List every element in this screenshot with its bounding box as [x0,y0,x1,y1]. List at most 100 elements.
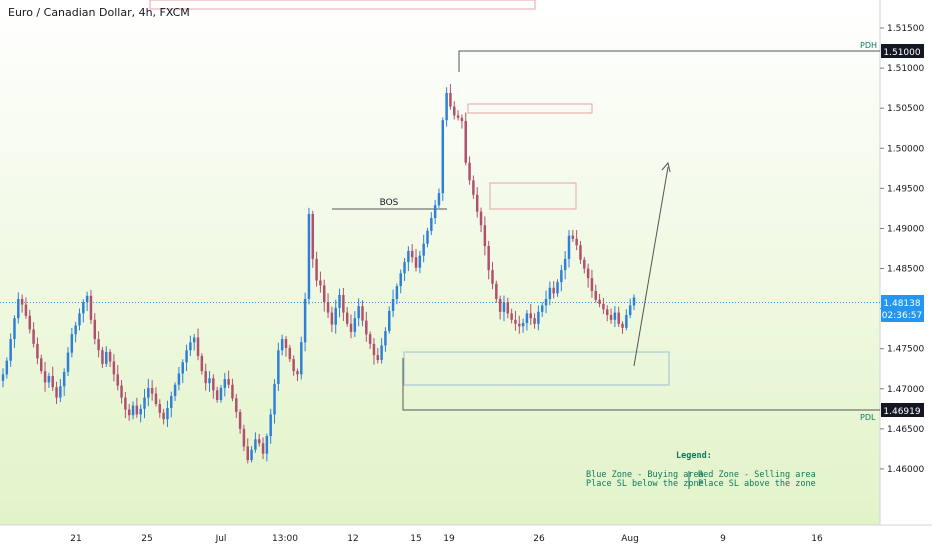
candle-body-up [139,408,142,415]
candle-body-up [441,120,445,194]
time-tick-label: 12 [347,534,358,544]
candle-body-down [315,258,318,281]
candle-body-down [322,285,326,303]
candle-body-down [215,390,219,400]
legend-red-line1: Red Zone - Selling area [698,470,816,480]
price-tick-label: 1.47500 [887,345,924,355]
candle-body-down [621,323,624,328]
candle-body-up [303,298,307,343]
candle-body-up [17,298,20,319]
time-tick-label: 19 [443,534,455,544]
candle-body-down [319,280,322,286]
sell-zone-upper [467,103,593,114]
candle-body-down [204,371,207,384]
candle-body-up [391,298,395,312]
candle-body-up [62,371,66,387]
top-red-zone [149,0,536,10]
candle-body-down [97,339,100,351]
candle-body-down [365,320,368,335]
candle-body-down [284,339,288,348]
candle-body-down [410,250,414,258]
candle-body-down [342,294,345,313]
candle-body-up [5,360,9,375]
candle-body-down [238,412,242,429]
candle-body-up [563,258,567,271]
candle-body-up [1,374,5,381]
price-tick-label: 1.46000 [887,465,924,475]
candle-body-up [131,405,135,416]
candle-body-down [472,180,475,195]
price-tick-label: 1.51500 [887,24,924,34]
candle-body-down [212,378,215,391]
candle-body-down [150,387,154,394]
price-tick-label: 1.49500 [887,184,924,194]
price-axis-panel [880,0,932,525]
candle-body-down [361,306,364,321]
candle-body-up [384,331,387,346]
candle-body-down [257,439,261,444]
candle-body-down [292,359,295,372]
candle-body-down [116,374,119,386]
candle-body-down [288,347,292,360]
candle-body-down [124,397,127,410]
candle-body-up [181,362,184,374]
candle-body-up [250,449,253,461]
candle-body-down [227,379,230,385]
candle-body-down [120,385,123,398]
candle-body-down [28,315,32,330]
time-tick-label: 21 [70,534,81,544]
candle-body-up [47,375,51,383]
symbol-title: Euro / Canadian Dollar, 4h, FXCM [8,6,190,19]
candle-body-up [338,294,341,308]
candle-body-down [456,115,460,118]
price-tick-label: 1.47000 [887,385,924,395]
candle-body-up [147,387,150,398]
candle-body-up [380,345,383,360]
pdh-price-value: 1.51000 [883,48,920,58]
time-axis[interactable]: 21 25 Jul 13:00 12 15 19 26 Aug 9 16 [70,534,823,544]
candle-body-down [605,309,609,316]
candle-body-up [208,378,211,384]
pdh-label: PDH [860,41,877,50]
candle-body-down [108,351,112,362]
candle-body-down [475,194,479,212]
candle-body-up [544,298,548,306]
candle-body-up [445,92,448,121]
candle-body-down [460,117,464,122]
legend-blue-line1: Blue Zone - Buying area [586,470,704,480]
candle-body-down [36,343,39,359]
candle-body-up [307,214,311,299]
candle-body-down [20,298,24,305]
price-tick-label: 1.48500 [887,265,924,275]
price-tick-label: 1.50500 [887,104,924,114]
candle-body-up [185,350,188,363]
candle-body-up [426,230,429,244]
candle-body-up [9,339,12,361]
candle-body-down [491,270,494,284]
candle-body-up [613,312,617,320]
candle-body-up [277,350,280,384]
candle-body-down [55,387,58,398]
candle-body-up [502,302,506,312]
candle-body-down [349,323,353,332]
candle-body-down [571,235,575,239]
candle-body-down [311,214,315,259]
candle-body-up [269,414,272,437]
buy-zone [403,351,670,386]
candle-body-down [483,225,487,247]
candle-body-up [74,325,77,335]
candle-body-up [548,287,552,299]
legend-title: Legend: [676,451,712,461]
candle-body-up [82,302,85,314]
candle-body-down [506,302,510,314]
candle-body-up [219,387,223,400]
candle-body-down [127,409,131,416]
candle-body-down [296,371,299,375]
candle-body-up [353,318,357,332]
candle-body-up [192,337,196,343]
pdl-label: PDL [860,413,876,422]
candle-body-up [177,373,181,385]
candle-body-up [143,397,146,409]
